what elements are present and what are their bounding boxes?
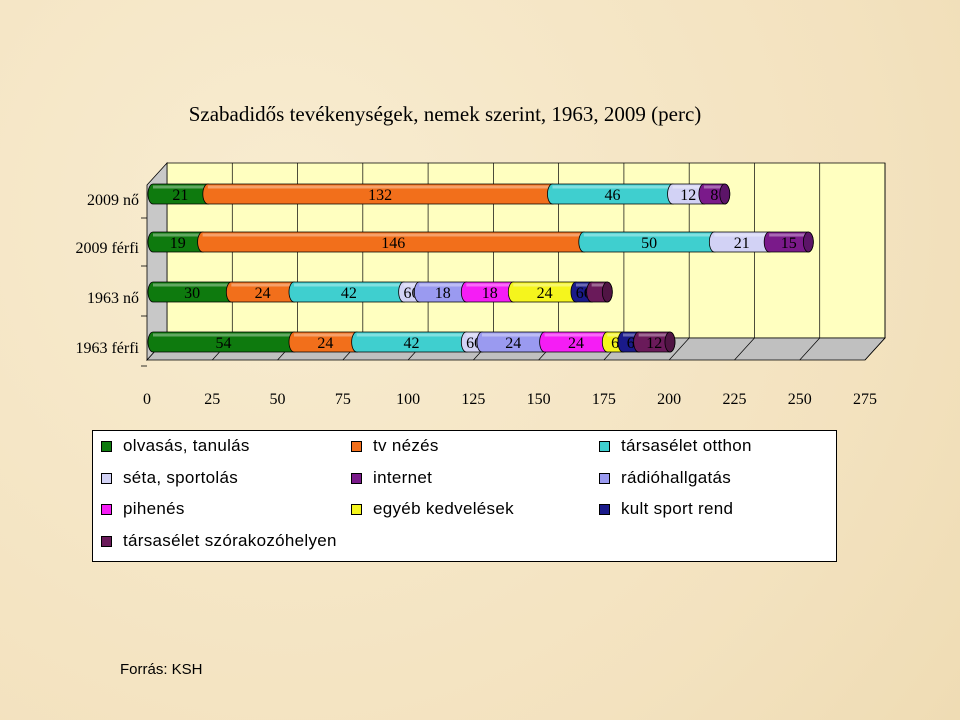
data-label: 30 xyxy=(184,285,200,302)
legend-swatch xyxy=(599,503,610,515)
legend-item: internet xyxy=(351,468,432,488)
x-tick-label: 50 xyxy=(270,391,286,408)
legend-swatch xyxy=(351,503,362,515)
y-tick-label: 1963 férfi xyxy=(75,340,139,357)
legend-item: pihenés xyxy=(101,499,185,519)
bar-end-cap xyxy=(601,281,613,303)
data-label: 19 xyxy=(170,235,186,252)
legend-item: társasélet otthon xyxy=(599,436,752,456)
legend-label: séta, sportolás xyxy=(123,468,239,487)
x-tick-label: 275 xyxy=(853,391,877,408)
data-label: 15 xyxy=(781,235,797,252)
legend-item: társasélet szórakozóhelyen xyxy=(101,531,337,551)
data-label: 132 xyxy=(368,187,392,204)
data-label: 24 xyxy=(568,335,584,352)
data-label: 12 xyxy=(646,335,662,352)
gridline-floor xyxy=(734,337,755,361)
legend-item: olvasás, tanulás xyxy=(101,436,250,456)
legend-swatch xyxy=(599,472,610,484)
x-tick-label: 225 xyxy=(722,391,746,408)
x-tick-label: 175 xyxy=(592,391,616,408)
y-tick-label: 2009 férfi xyxy=(75,240,139,257)
x-tick-label: 125 xyxy=(461,391,485,408)
legend-label: tv nézés xyxy=(373,436,439,455)
legend-label: kult sport rend xyxy=(621,499,734,518)
legend-label: olvasás, tanulás xyxy=(123,436,250,455)
legend-swatch xyxy=(351,472,362,484)
data-label: 6 xyxy=(627,335,635,352)
data-label: 46 xyxy=(605,187,621,204)
bar-end-cap xyxy=(664,331,676,353)
gridline-floor xyxy=(668,337,690,361)
legend-swatch xyxy=(599,440,610,452)
x-tick-label: 250 xyxy=(788,391,812,408)
data-label: 6 xyxy=(611,335,619,352)
data-label: 8 xyxy=(710,187,718,204)
source-note: Forrás: KSH xyxy=(120,661,203,678)
x-tick-label: 25 xyxy=(204,391,220,408)
data-label: 24 xyxy=(537,285,553,302)
chart-legend: olvasás, tanulás tv nézés társasélet ottho… xyxy=(92,430,837,562)
legend-label: internet xyxy=(373,468,433,487)
legend-swatch xyxy=(351,440,362,452)
legend-item: rádióhallgatás xyxy=(599,468,731,488)
legend-swatch xyxy=(101,535,112,547)
legend-label: pihenés xyxy=(123,499,185,518)
data-label: 12 xyxy=(680,187,696,204)
legend-item: kult sport rend xyxy=(599,499,733,519)
x-tick-label: 150 xyxy=(527,391,551,408)
gridline-floor xyxy=(864,337,886,361)
chart-title: Szabadidős tevékenységek, nemek szerint,… xyxy=(188,102,702,126)
legend-label: rádióhallgatás xyxy=(621,468,732,487)
y-tick-label: 1963 nő xyxy=(87,290,139,307)
legend-label: társasélet szórakozóhelyen xyxy=(123,531,337,550)
data-label: 24 xyxy=(317,335,333,352)
legend-item: tv nézés xyxy=(351,436,439,456)
legend-label: egyéb kedvelések xyxy=(373,499,514,518)
data-label: 18 xyxy=(435,285,451,302)
data-label: 18 xyxy=(482,285,498,302)
x-tick-label: 75 xyxy=(335,391,351,408)
x-tick-label: 200 xyxy=(657,391,681,408)
data-label: 50 xyxy=(641,235,657,252)
legend-swatch xyxy=(101,472,112,484)
data-label: 24 xyxy=(505,335,521,352)
x-tick-label: 0 xyxy=(143,391,151,408)
data-label: 54 xyxy=(215,335,231,352)
x-tick-label: 100 xyxy=(396,391,420,408)
y-tick-label: 2009 nő xyxy=(87,192,139,209)
data-label: 42 xyxy=(403,335,419,352)
data-label: 21 xyxy=(734,235,750,252)
data-label: 42 xyxy=(341,285,357,302)
legend-swatch xyxy=(101,503,112,515)
data-label: 24 xyxy=(255,285,271,302)
data-label: 21 xyxy=(172,187,188,204)
bar-end-cap xyxy=(802,231,814,253)
legend-swatch xyxy=(101,440,112,452)
gridline-floor xyxy=(799,337,820,361)
legend-label: társasélet otthon xyxy=(621,436,752,455)
legend-item: séta, sportolás xyxy=(101,468,238,488)
legend-item: egyéb kedvelések xyxy=(351,499,514,519)
bar-end-cap xyxy=(719,183,731,205)
data-label: 146 xyxy=(381,235,405,252)
